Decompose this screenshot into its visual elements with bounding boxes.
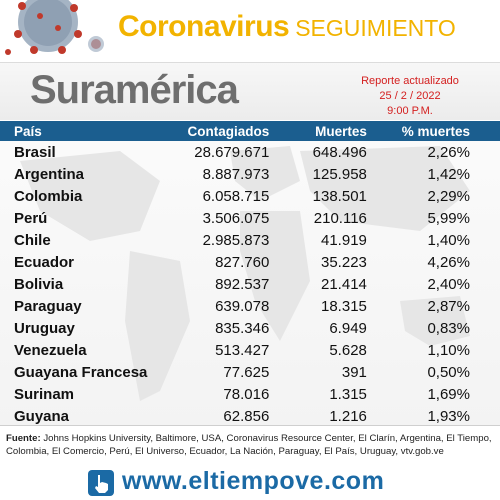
- cell-deaths: 391: [341, 363, 367, 381]
- app-title: Coronavirus SEGUIMIENTO: [118, 10, 456, 56]
- cell-deaths: 138.501: [312, 187, 367, 205]
- cell-deaths: 35.223: [321, 253, 367, 271]
- column-header-pct: % muertes: [401, 123, 470, 139]
- world-map-background: [20, 146, 470, 401]
- source-note: Fuente: Johns Hopkins University, Baltim…: [6, 432, 496, 458]
- table-header: País Contagiados Muertes % muertes: [0, 121, 500, 141]
- cell-cases: 28.679.671: [194, 143, 270, 161]
- covid-table: País Contagiados Muertes % muertes Brasi…: [0, 121, 500, 427]
- cell-pct: 1,10%: [427, 341, 470, 359]
- cell-pct: 1,40%: [427, 231, 470, 249]
- title-main: Coronavirus: [118, 10, 290, 43]
- cell-country: Perú: [14, 209, 48, 227]
- cell-country: Guyana: [14, 407, 70, 425]
- cell-country: Argentina: [14, 165, 85, 183]
- cell-pct: 1,93%: [427, 407, 470, 425]
- cell-pct: 2,29%: [427, 187, 470, 205]
- cell-pct: 0,50%: [427, 363, 470, 381]
- table-row: Paraguay 639.078 18.315 2,87%: [0, 295, 500, 317]
- cell-pct: 1,42%: [427, 165, 470, 183]
- cell-country: Chile: [14, 231, 51, 249]
- cell-cases: 827.760: [215, 253, 270, 271]
- table-row: Brasil 28.679.671 648.496 2,26%: [0, 141, 500, 163]
- column-header-cases: Contagiados: [187, 123, 270, 139]
- table-row: Chile 2.985.873 41.919 1,40%: [0, 229, 500, 251]
- data-table-panel: País Contagiados Muertes % muertes Brasi…: [0, 121, 500, 425]
- table-row: Guayana Francesa 77.625 391 0,50%: [0, 361, 500, 383]
- cell-pct: 2,26%: [427, 143, 470, 161]
- cell-pct: 2,87%: [427, 297, 470, 315]
- title-sub: SEGUIMIENTO: [295, 15, 456, 41]
- cell-pct: 1,69%: [427, 385, 470, 403]
- cell-deaths: 1.315: [329, 385, 367, 403]
- table-row: Surinam 78.016 1.315 1,69%: [0, 383, 500, 405]
- cell-cases: 835.346: [215, 319, 270, 337]
- source-label: Fuente:: [6, 433, 41, 444]
- cell-deaths: 210.116: [313, 209, 367, 227]
- cell-cases: 2.985.873: [202, 231, 270, 249]
- header: Coronavirus SEGUIMIENTO: [0, 0, 500, 62]
- table-row: Uruguay 835.346 6.949 0,83%: [0, 317, 500, 339]
- cell-country: Paraguay: [14, 297, 82, 315]
- cell-deaths: 125.958: [312, 165, 367, 183]
- region-band: [0, 62, 500, 120]
- table-row: Perú 3.506.075 210.116 5,99%: [0, 207, 500, 229]
- cell-cases: 892.537: [215, 275, 270, 293]
- cell-deaths: 648.496: [312, 143, 367, 161]
- cell-country: Ecuador: [14, 253, 75, 271]
- website-link[interactable]: www.eltiempove.com: [122, 467, 385, 495]
- report-info: Reporte actualizado 25 / 2 / 2022 9:00 P…: [330, 74, 490, 119]
- cell-cases: 77.625: [223, 363, 270, 381]
- report-time: 9:00 P.M.: [387, 105, 433, 117]
- pointer-hand-icon: [88, 470, 114, 496]
- cell-cases: 62.856: [223, 407, 270, 425]
- footer: Fuente: Johns Hopkins University, Baltim…: [0, 425, 500, 500]
- table-row: Guyana 62.856 1.216 1,93%: [0, 405, 500, 427]
- coronavirus-icon: [5, 0, 104, 55]
- cell-country: Bolivia: [14, 275, 64, 293]
- cell-cases: 8.887.973: [202, 165, 270, 183]
- region-title: Suramérica: [30, 68, 239, 112]
- cell-pct: 0,83%: [427, 319, 470, 337]
- cell-cases: 6.058.715: [202, 187, 270, 205]
- cell-pct: 4,26%: [427, 253, 470, 271]
- cell-country: Surinam: [14, 385, 75, 403]
- report-label: Reporte actualizado: [361, 75, 459, 87]
- cell-country: Guayana Francesa: [14, 363, 148, 381]
- table-row: Ecuador 827.760 35.223 4,26%: [0, 251, 500, 273]
- cell-deaths: 1.216: [329, 407, 367, 425]
- report-date: 25 / 2 / 2022: [379, 90, 441, 102]
- cell-deaths: 18.315: [321, 297, 367, 315]
- table-row: Argentina 8.887.973 125.958 1,42%: [0, 163, 500, 185]
- cell-pct: 2,40%: [427, 275, 470, 293]
- cell-cases: 78.016: [223, 385, 270, 403]
- cell-cases: 639.078: [215, 297, 270, 315]
- cell-cases: 3.506.075: [202, 209, 270, 227]
- column-header-country: País: [14, 123, 42, 139]
- source-text: Johns Hopkins University, Baltimore, USA…: [6, 433, 492, 457]
- column-header-deaths: Muertes: [315, 123, 367, 139]
- cell-country: Brasil: [14, 143, 56, 161]
- cell-cases: 513.427: [215, 341, 270, 359]
- cell-deaths: 41.919: [321, 231, 367, 249]
- table-row: Bolivia 892.537 21.414 2,40%: [0, 273, 500, 295]
- table-row: Colombia 6.058.715 138.501 2,29%: [0, 185, 500, 207]
- table-row: Venezuela 513.427 5.628 1,10%: [0, 339, 500, 361]
- cell-deaths: 21.414: [321, 275, 367, 293]
- cell-pct: 5,99%: [427, 209, 470, 227]
- cell-deaths: 5.628: [329, 341, 367, 359]
- cell-deaths: 6.949: [329, 319, 367, 337]
- cell-country: Venezuela: [14, 341, 87, 359]
- cell-country: Colombia: [14, 187, 83, 205]
- cell-country: Uruguay: [14, 319, 75, 337]
